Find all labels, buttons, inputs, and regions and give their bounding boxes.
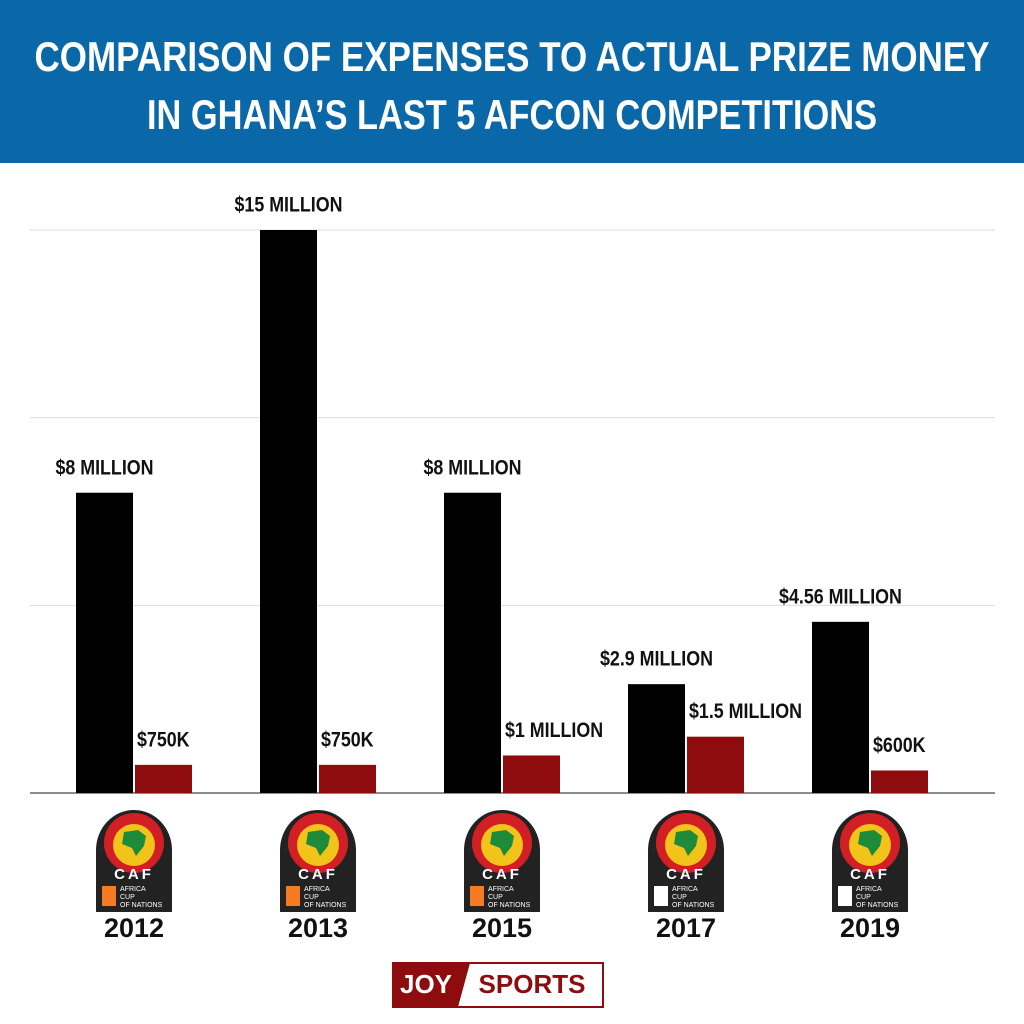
badge-sponsor: [286, 886, 300, 906]
badge-caption: CUP: [672, 894, 687, 901]
value-label: $4.56 MILLION: [779, 585, 902, 609]
badge-africa: [122, 830, 146, 856]
badge-sponsor: [838, 886, 852, 906]
brand-tab: [393, 963, 470, 1007]
bar: [503, 755, 560, 793]
badge-caption: OF NATIONS: [304, 902, 347, 909]
brand-text: SPORTS: [479, 969, 586, 999]
badge-sponsor: [654, 886, 668, 906]
badge-caption: AFRICA: [488, 886, 514, 893]
badge-africa: [858, 830, 882, 856]
value-label: $750K: [137, 728, 190, 752]
bar: [135, 764, 192, 793]
badge-caption: OF NATIONS: [120, 902, 163, 909]
badge-sponsor: [102, 886, 116, 906]
x-tick-label: 2013: [288, 913, 348, 943]
bar: [871, 770, 928, 793]
badge-caption: AFRICA: [120, 886, 146, 893]
value-label: $1.5 MILLION: [689, 700, 802, 724]
badge-caption: AFRICA: [856, 886, 882, 893]
bar: [628, 684, 685, 793]
value-label: $750K: [321, 728, 374, 752]
badge-africa: [306, 830, 330, 856]
badge-sponsor: [470, 886, 484, 906]
badge-caption: OF NATIONS: [488, 902, 531, 909]
bar: [444, 492, 501, 793]
badge-africa: [674, 830, 698, 856]
badge-caption: OF NATIONS: [672, 902, 715, 909]
badge-caption: CUP: [120, 894, 135, 901]
badge-caption: AFRICA: [672, 886, 698, 893]
bar: [812, 621, 869, 793]
badge-caption: CUP: [304, 894, 319, 901]
badge-caption: OF NATIONS: [856, 902, 899, 909]
x-tick-label: 2015: [472, 913, 532, 943]
value-label: $1 MILLION: [505, 719, 603, 743]
bar: [319, 764, 376, 793]
bar: [260, 230, 317, 793]
badge-label: CAF: [298, 866, 338, 883]
bar: [687, 736, 744, 793]
bar: [76, 492, 133, 793]
value-label: $600K: [873, 734, 926, 758]
chart-title: IN GHANA’S LAST 5 AFCON COMPETITIONS: [147, 91, 877, 138]
badge-label: CAF: [482, 866, 522, 883]
value-label: $2.9 MILLION: [600, 647, 713, 671]
value-label: $8 MILLION: [423, 456, 521, 480]
badge-label: CAF: [114, 866, 154, 883]
chart-title: COMPARISON OF EXPENSES TO ACTUAL PRIZE M…: [35, 33, 990, 80]
x-tick-label: 2019: [840, 913, 900, 943]
value-label: $15 MILLION: [234, 193, 342, 217]
header-band: [0, 0, 1024, 163]
x-tick-label: 2012: [104, 913, 164, 943]
brand: JOY SPORTS: [392, 962, 604, 1008]
badge-label: CAF: [666, 866, 706, 883]
badge-africa: [490, 830, 514, 856]
badge-caption: CUP: [856, 894, 871, 901]
badge-caption: CUP: [488, 894, 503, 901]
badge-label: CAF: [850, 866, 890, 883]
badge-caption: AFRICA: [304, 886, 330, 893]
brand-text: JOY: [400, 969, 452, 999]
x-tick-label: 2017: [656, 913, 716, 943]
value-label: $8 MILLION: [55, 456, 153, 480]
